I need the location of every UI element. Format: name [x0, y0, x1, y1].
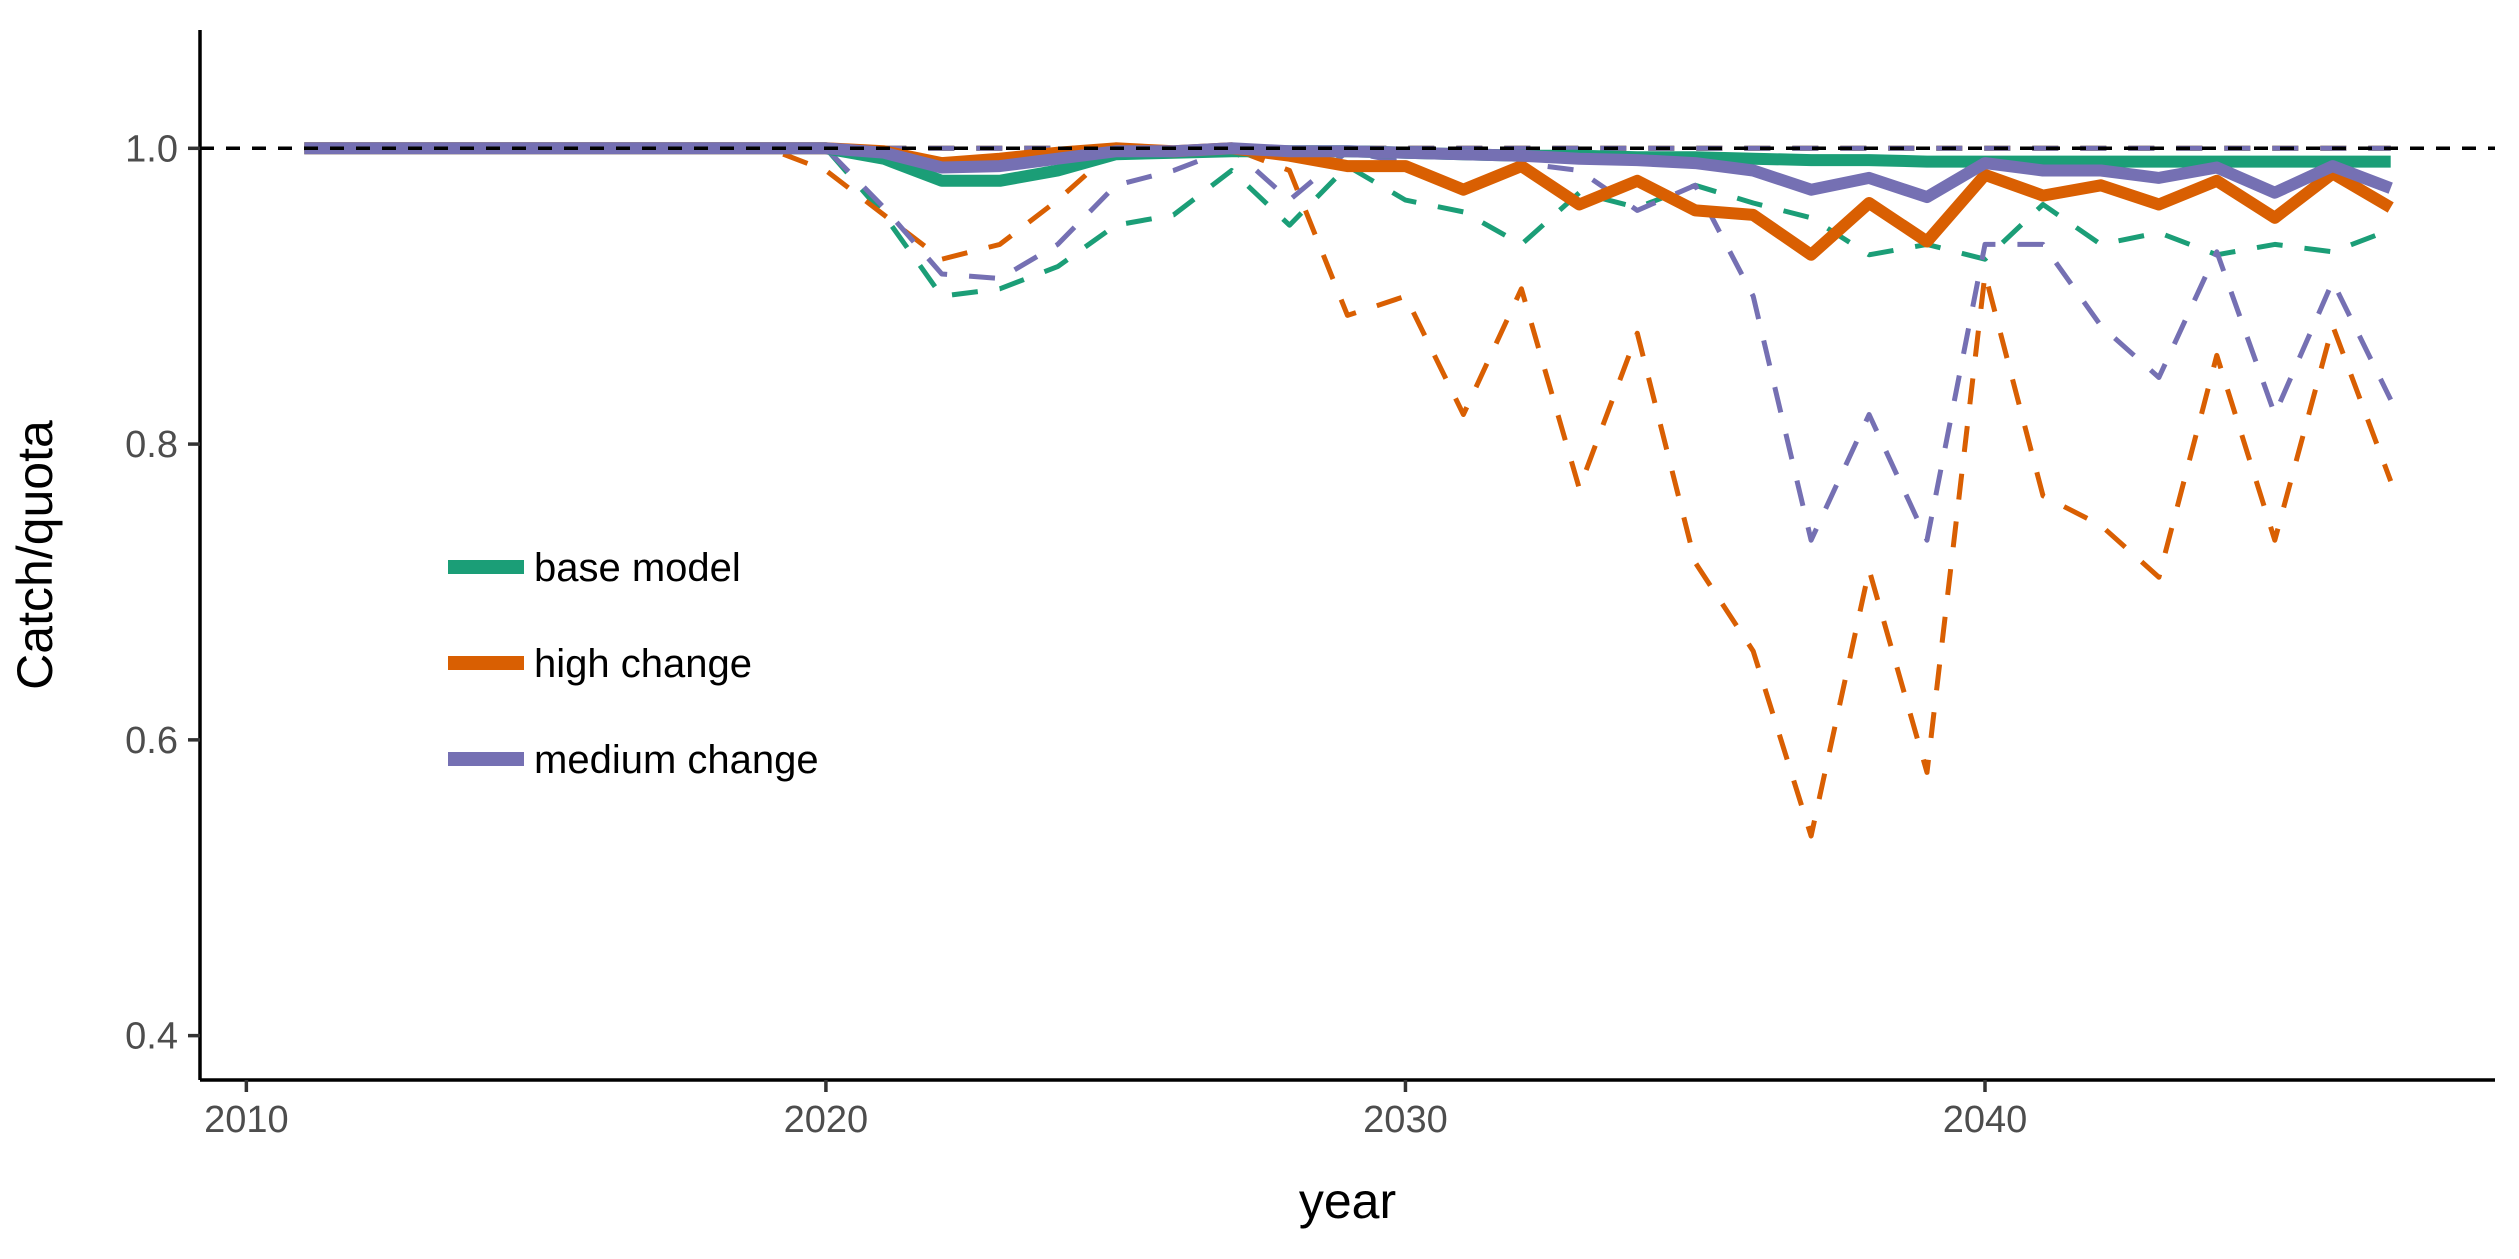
y-tick-label: 0.6 — [125, 720, 178, 762]
y-tick-label: 0.8 — [125, 424, 178, 466]
legend: base model high change medium change — [448, 546, 819, 782]
y-tick-label: 0.4 — [125, 1016, 178, 1058]
legend-label: medium change — [534, 738, 819, 782]
ticks-layer: 2010 2020 2030 2040 0.4 0.6 0.8 1.0 — [125, 128, 2027, 1141]
x-tick-label: 2020 — [784, 1099, 869, 1141]
legend-label: high change — [534, 642, 752, 686]
legend-item-high-change: high change — [448, 642, 752, 686]
y-axis-title: Catch/quota — [7, 420, 63, 690]
legend-label: base model — [534, 546, 741, 590]
x-tick-label: 2030 — [1363, 1099, 1448, 1141]
x-axis-title: year — [1299, 1173, 1396, 1229]
x-tick-label: 2040 — [1943, 1099, 2028, 1141]
x-tick-label: 2010 — [204, 1099, 289, 1141]
axes-layer — [198, 30, 2495, 1082]
legend-item-base-model: base model — [448, 546, 741, 590]
y-tick-label: 1.0 — [125, 128, 178, 170]
legend-item-medium-change: medium change — [448, 738, 819, 782]
